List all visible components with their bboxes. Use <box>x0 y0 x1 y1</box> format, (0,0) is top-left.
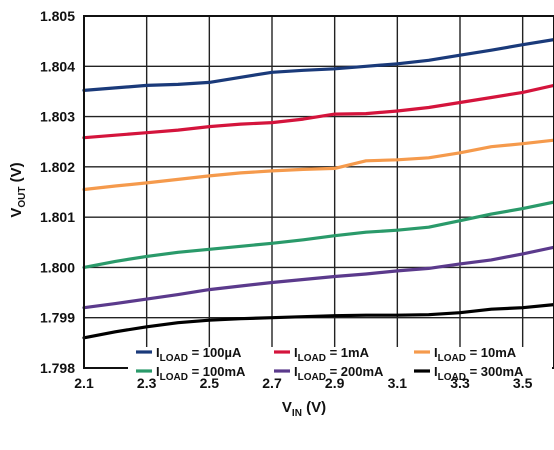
x-tick-label: 2.3 <box>137 375 157 391</box>
y-tick-label: 1.799 <box>40 310 75 326</box>
y-tick-label: 1.802 <box>40 159 75 175</box>
series-line <box>82 245 554 310</box>
y-tick-label: 1.803 <box>40 109 75 125</box>
series-line <box>82 83 554 140</box>
legend-entry: ILOAD = 300mA <box>434 364 524 383</box>
x-tick-label: 3.5 <box>513 375 533 391</box>
legend: ILOAD = 100µA ILOAD = 1mA ILOAD = 10mAILOA… <box>128 345 552 390</box>
y-tick-label: 1.801 <box>40 209 75 225</box>
y-tick-label: 1.805 <box>40 8 75 24</box>
tick-labels: 2.1 2.3 2.5 2.7 2.9 3.1 3.3 3.5 1.805 1.804 1.803 1… <box>40 8 533 391</box>
x-tick-label: 3.1 <box>388 375 408 391</box>
legend-entry: ILOAD = 100mA <box>156 364 246 383</box>
y-tick-label: 1.798 <box>40 360 75 376</box>
legend-entry: ILOAD = 1mA <box>294 345 370 364</box>
legend-entry: ILOAD = 200mA <box>294 364 384 383</box>
plot-background <box>84 16 554 368</box>
x-tick-label: 2.7 <box>262 375 282 391</box>
series-line <box>82 303 554 340</box>
y-tick-label: 1.800 <box>40 259 75 275</box>
legend-entry: ILOAD = 100µA <box>156 345 242 364</box>
series-lines <box>82 37 554 340</box>
x-axis-title: VIN (V) <box>282 399 326 419</box>
x-tick-label: 2.1 <box>74 375 94 391</box>
y-axis-title: VOUT (V) <box>8 162 28 217</box>
series-line <box>82 138 554 192</box>
series-line <box>82 37 554 93</box>
plot-area <box>84 16 554 368</box>
legend-entry: ILOAD = 10mA <box>434 345 517 364</box>
legend-background <box>128 347 552 390</box>
x-tick-label: 3.3 <box>450 375 470 391</box>
y-tick-label: 1.804 <box>40 58 75 74</box>
x-tick-label: 2.9 <box>325 375 345 391</box>
series-line <box>82 200 554 269</box>
x-tick-label: 2.5 <box>200 375 220 391</box>
